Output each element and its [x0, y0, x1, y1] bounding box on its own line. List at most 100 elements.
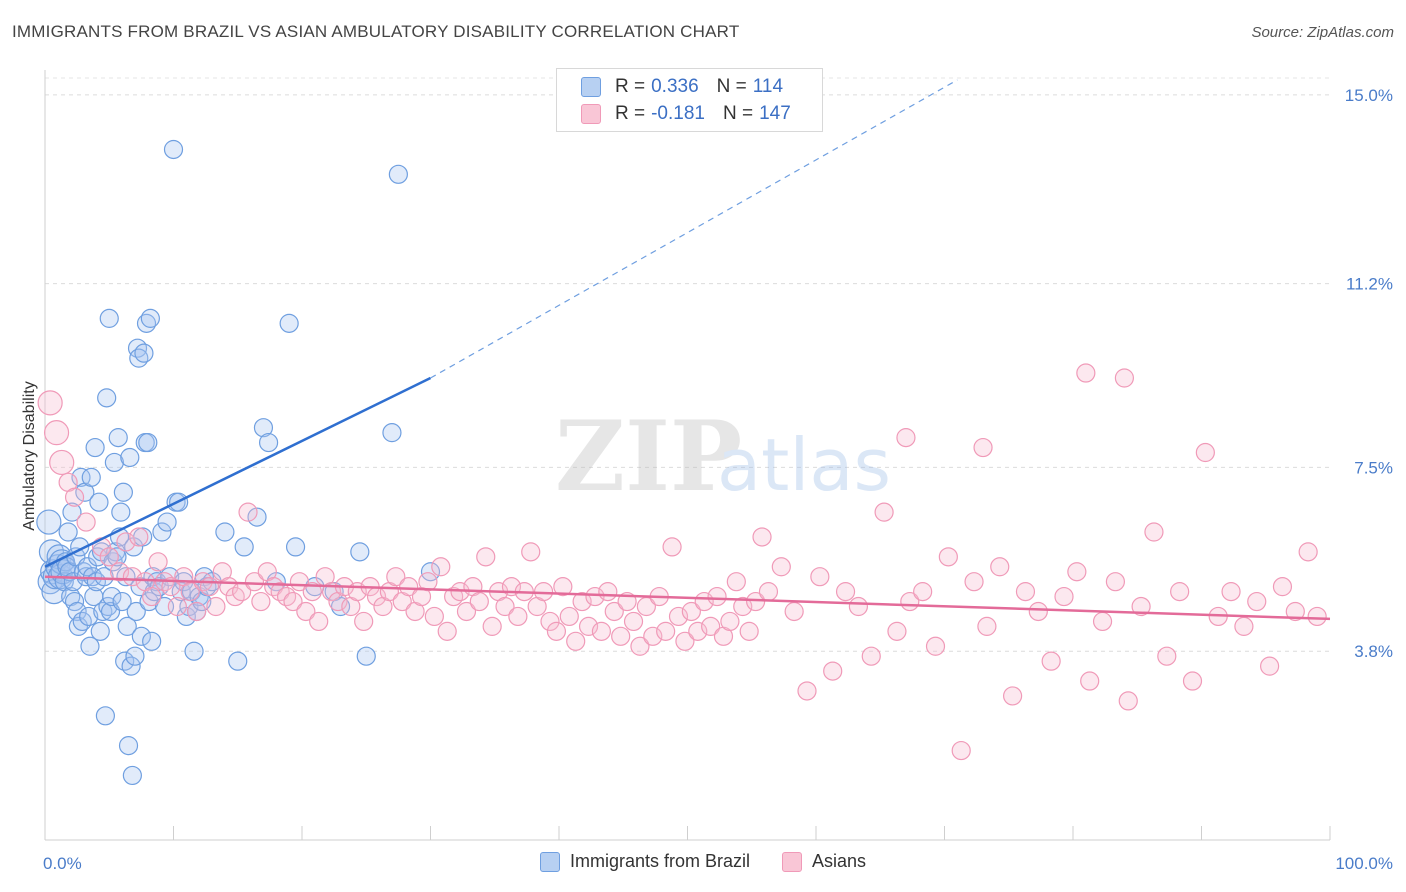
asians-point-81 — [578, 616, 599, 636]
asians-point-111 — [784, 601, 804, 622]
brazil-point-43 — [95, 706, 115, 726]
asians-point-123 — [938, 547, 958, 567]
y-tick-label-1: 7.5% — [1354, 458, 1393, 477]
asians-point-74 — [533, 582, 554, 602]
asians-point-124 — [951, 740, 971, 761]
asians-point-85 — [604, 601, 624, 622]
asians-point-130 — [1028, 601, 1048, 622]
asians-point-2 — [49, 449, 75, 476]
asians-point-115 — [835, 582, 856, 602]
asians-point-79 — [566, 631, 586, 651]
y-tick-labels: 3.8% 7.5% 11.2% 15.0% — [1345, 86, 1393, 661]
brazil-point-86 — [157, 512, 177, 532]
asians-point-88 — [623, 611, 644, 632]
trend-line-brazil-extension — [430, 79, 958, 379]
series-legend: Immigrants from Brazil Asians — [0, 851, 1406, 872]
asians-point-147 — [1247, 591, 1267, 612]
axes — [44, 70, 1331, 841]
brazil-point-57 — [113, 482, 133, 502]
asians-point-26 — [225, 586, 245, 607]
asians-point-20 — [187, 601, 207, 622]
x-tick-labels: 0.0% 100.0% — [43, 854, 1393, 873]
asians-point-8 — [109, 562, 130, 582]
trend-line-brazil — [44, 376, 432, 568]
asians-point-64 — [469, 591, 489, 612]
legend-r-label: R = — [615, 103, 646, 124]
brazil-point-104 — [228, 651, 248, 671]
asians-point-23 — [206, 596, 226, 617]
asians-point-132 — [1054, 586, 1074, 607]
asians-point-109 — [758, 582, 779, 602]
brazil-point-32 — [81, 467, 101, 487]
asians-point-70 — [508, 606, 528, 627]
asians-point-101 — [707, 586, 727, 607]
source-label: Source: ZipAtlas.com — [1251, 24, 1394, 41]
asians-point-139 — [1144, 522, 1164, 542]
asians-point-57 — [424, 606, 444, 627]
asians-point-128 — [1003, 686, 1023, 706]
brazil-point-117 — [382, 423, 402, 443]
brazil-point-17 — [62, 502, 82, 522]
brazil-point-45 — [98, 596, 118, 617]
brazil-point-79 — [142, 631, 162, 651]
legend-n-value-brazil: 114 — [752, 76, 784, 97]
asians-point-118 — [874, 502, 894, 522]
asians-point-29 — [244, 572, 265, 592]
legend-item-asians: Asians — [782, 851, 866, 872]
brazil-point-78 — [140, 308, 160, 328]
asians-point-34 — [276, 586, 297, 607]
brazil-point-53 — [108, 428, 128, 448]
series-asians-points — [37, 363, 1327, 761]
asians-point-22 — [199, 577, 220, 597]
series-brazil-points — [36, 139, 441, 786]
brazil-point-105 — [234, 537, 254, 557]
brazil-point-31 — [80, 636, 100, 656]
asians-point-152 — [1307, 606, 1327, 627]
x-tick-label-1: 100.0% — [1335, 854, 1393, 873]
brazil-point-77 — [139, 591, 159, 612]
legend-r-label: R = — [615, 76, 646, 97]
asians-point-51 — [386, 567, 406, 587]
brazil-point-67 — [126, 601, 146, 622]
brazil-point-42 — [94, 567, 114, 587]
asians-point-32 — [264, 577, 284, 597]
brazil-point-29 — [77, 557, 98, 577]
asians-point-134 — [1080, 671, 1100, 691]
asians-point-153 — [973, 437, 993, 458]
asians-point-59 — [437, 621, 457, 641]
asians-point-46 — [354, 611, 374, 632]
asians-point-136 — [1105, 572, 1126, 592]
brazil-point-44 — [97, 388, 117, 408]
asians-point-17 — [167, 596, 187, 617]
asians-point-65 — [476, 547, 496, 567]
asians-point-95 — [668, 606, 689, 627]
asians-point-131 — [1041, 651, 1061, 671]
asians-point-5 — [76, 512, 96, 532]
asians-point-104 — [726, 572, 746, 592]
asians-point-91 — [643, 626, 663, 646]
asians-point-135 — [1092, 611, 1113, 632]
asians-point-82 — [585, 586, 605, 607]
brazil-point-76 — [138, 432, 158, 453]
asians-point-38 — [302, 582, 322, 602]
brazil-point-71 — [131, 626, 151, 646]
asians-point-156 — [1076, 363, 1096, 383]
asians-point-0 — [37, 390, 63, 416]
asians-point-145 — [1221, 582, 1241, 602]
asians-point-62 — [456, 601, 477, 622]
brazil-point-59 — [116, 567, 136, 587]
brazil-point-64 — [122, 765, 142, 786]
asians-point-142 — [1182, 671, 1203, 691]
brazil-point-119 — [388, 164, 408, 184]
asians-point-113 — [810, 567, 830, 587]
brazil-point-52 — [107, 547, 127, 567]
asians-point-129 — [1015, 582, 1036, 602]
brazil-point-84 — [152, 522, 172, 542]
brazil-point-62 — [120, 447, 140, 468]
brazil-point-55 — [111, 502, 131, 522]
watermark-zip: ZIP — [555, 400, 742, 513]
legend-swatch-brazil — [581, 77, 601, 97]
asians-point-7 — [99, 547, 119, 567]
brazil-point-88 — [163, 139, 184, 160]
asians-point-14 — [148, 552, 168, 572]
